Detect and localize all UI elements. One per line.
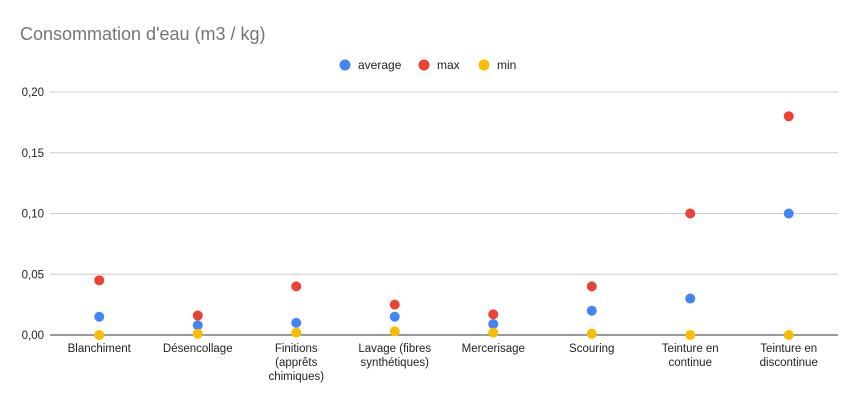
legend-marker <box>478 59 490 71</box>
point-max <box>685 208 696 219</box>
x-tick-label: Teinture en continue <box>662 343 719 369</box>
point-average <box>783 208 794 219</box>
x-tick-label: Désencollage <box>163 343 233 355</box>
y-tick-label: 0,20 <box>22 87 44 99</box>
point-min <box>94 330 105 340</box>
point-max <box>291 281 302 292</box>
point-min <box>291 327 302 338</box>
x-tick-label: Mercerisage <box>462 343 525 355</box>
x-tick-label: Finitions (apprêts chimiques) <box>268 343 324 383</box>
legend-marker <box>418 59 430 71</box>
x-tick-label: Lavage (fibres synthétiques) <box>358 343 431 369</box>
y-tick-label: 0,15 <box>22 148 44 160</box>
y-tick-label: 0,10 <box>22 209 44 221</box>
point-max <box>192 310 203 321</box>
x-tick-label: Blanchiment <box>68 343 132 355</box>
point-average <box>94 311 105 322</box>
point-max <box>586 281 597 292</box>
legend-label: min <box>497 58 516 72</box>
point-min <box>389 326 400 337</box>
point-min <box>488 327 499 338</box>
x-tick-label: Teinture en discontinue <box>760 343 818 369</box>
legend-label: average <box>358 58 402 72</box>
point-min <box>192 328 203 339</box>
y-tick-label: 0,05 <box>22 269 44 281</box>
legend-marker <box>339 59 351 71</box>
point-average <box>389 311 400 322</box>
y-axis: 0,00 0,05 0,10 0,15 0,20 <box>22 87 44 342</box>
point-min <box>783 330 794 340</box>
point-min <box>586 328 597 339</box>
point-average <box>488 319 499 330</box>
point-average <box>192 320 203 331</box>
point-average <box>586 305 597 316</box>
point-average <box>685 293 696 304</box>
data-points <box>94 111 794 340</box>
point-min <box>685 330 696 340</box>
x-tick-label: Scouring <box>569 343 614 355</box>
chart-title: Consommation d'eau (m3 / kg) <box>20 24 266 44</box>
legend: average max min <box>339 58 516 72</box>
grid <box>50 91 838 336</box>
point-max <box>488 309 499 320</box>
y-tick-label: 0,00 <box>22 330 44 342</box>
point-max <box>783 111 794 122</box>
legend-label: max <box>437 58 460 72</box>
x-axis: Blanchiment Désencollage Finitions (apprêts… <box>68 343 818 383</box>
point-average <box>291 317 302 328</box>
point-max <box>94 275 105 286</box>
point-max <box>389 299 400 310</box>
